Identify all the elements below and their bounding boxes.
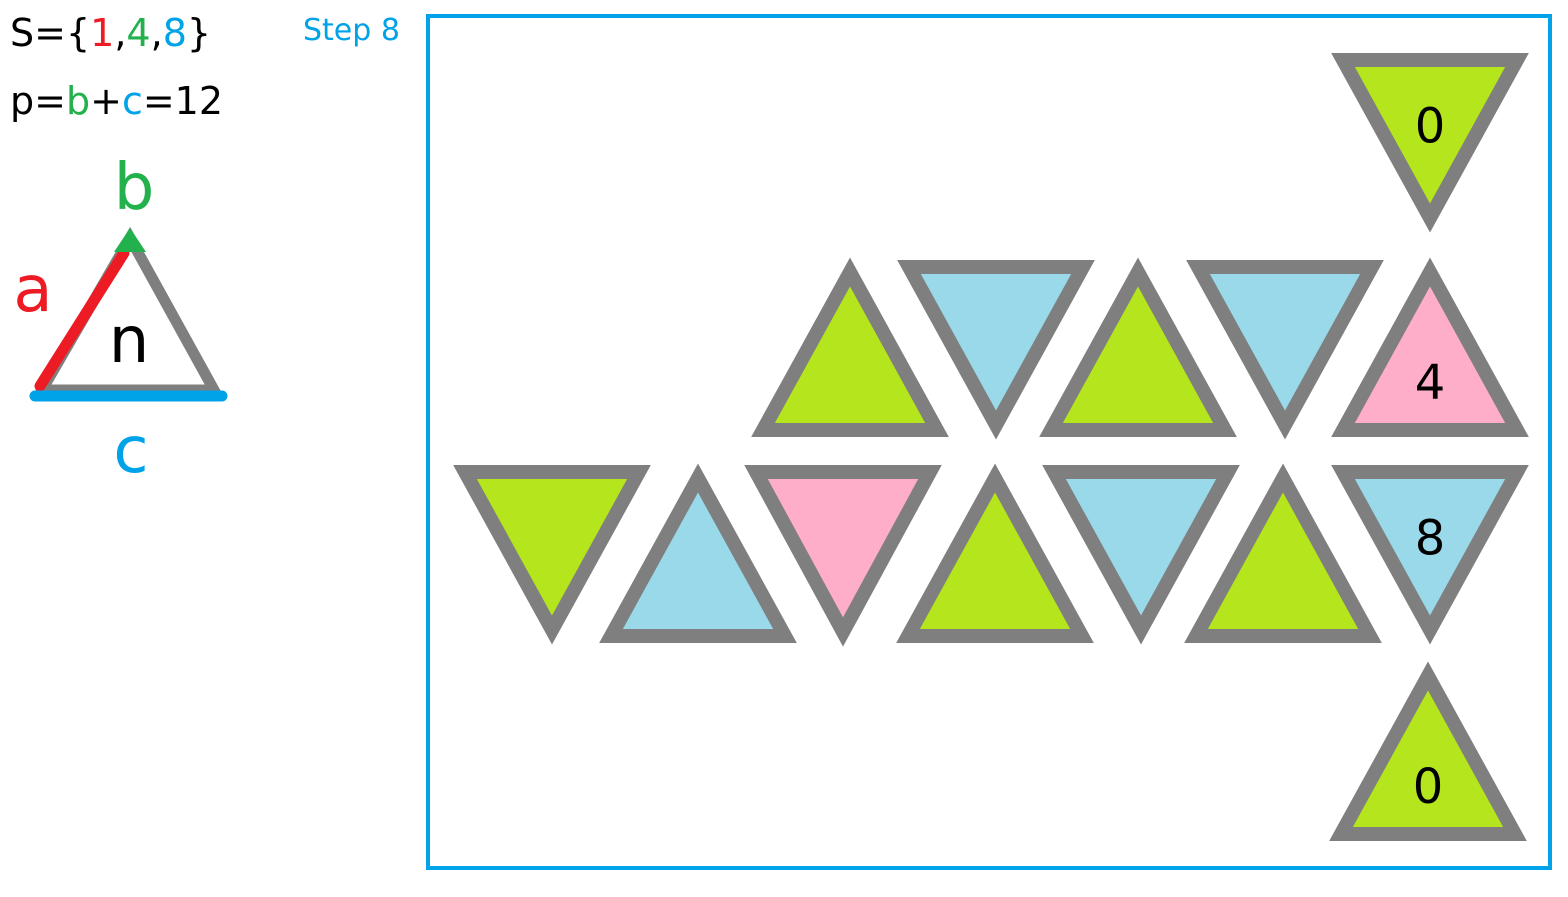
tile-label: 0 xyxy=(1413,759,1444,815)
tile-shape xyxy=(896,463,1094,643)
tile-shape xyxy=(1331,53,1529,233)
tile-shape xyxy=(1329,661,1527,841)
tile-shape xyxy=(897,260,1095,440)
tile-up-lime xyxy=(751,257,949,437)
tile-shape xyxy=(751,257,949,437)
tile-up-lime xyxy=(1184,463,1382,643)
tile-label: 8 xyxy=(1415,511,1446,567)
tile-label: 4 xyxy=(1415,355,1446,411)
set-item-1: 1 xyxy=(90,11,115,55)
tile-shape xyxy=(453,465,651,645)
tile-down-lime xyxy=(453,465,651,645)
perimeter-c: c xyxy=(121,79,143,123)
tile-down-pink xyxy=(744,465,942,647)
perimeter-b: b xyxy=(65,79,91,123)
tile-shape xyxy=(1331,465,1529,645)
perimeter-result: =12 xyxy=(142,79,224,123)
tile-shape xyxy=(1331,257,1529,437)
set-item-4: 4 xyxy=(126,11,151,55)
step-label: Step 8 xyxy=(303,13,400,48)
perimeter-formula: p=b+c=12 xyxy=(10,82,223,120)
legend-edge-a xyxy=(34,247,130,392)
tile-down-light_blue xyxy=(1042,465,1240,645)
tile-up-lime: 0 xyxy=(1329,661,1527,841)
legend-label-c: c xyxy=(113,414,148,488)
perimeter-plus: + xyxy=(90,79,122,123)
set-item-8: 8 xyxy=(162,11,187,55)
set-formula: S={1,4,8} xyxy=(10,14,211,52)
tile-shape xyxy=(744,465,942,647)
legend-label-a: a xyxy=(13,253,52,327)
perimeter-prefix: p= xyxy=(10,79,66,123)
tile-up-light_blue xyxy=(599,463,797,643)
board-frame xyxy=(426,14,1552,870)
set-suffix: } xyxy=(186,11,212,55)
tile-down-light_blue xyxy=(1186,260,1384,440)
set-separator: , xyxy=(114,11,127,55)
tile-down-lime: 0 xyxy=(1331,53,1529,233)
legend-diagram: a b c n xyxy=(13,151,228,488)
tile-down-light_blue xyxy=(897,260,1095,440)
tile-shape xyxy=(599,463,797,643)
tile-up-pink: 4 xyxy=(1331,257,1529,437)
tile-shape xyxy=(1186,260,1384,440)
legend-label-b: b xyxy=(114,151,155,225)
tile-label: 0 xyxy=(1415,99,1446,155)
tile-shape xyxy=(1184,463,1382,643)
tile-down-light_blue: 8 xyxy=(1331,465,1529,645)
tile-shape xyxy=(1042,465,1240,645)
tile-shape xyxy=(1039,257,1237,437)
set-separator: , xyxy=(150,11,163,55)
tile-up-lime xyxy=(896,463,1094,643)
legend-vertex-b xyxy=(114,228,146,252)
legend-label-n: n xyxy=(109,304,150,378)
set-prefix: S={ xyxy=(10,11,91,55)
tile-up-lime xyxy=(1039,257,1237,437)
